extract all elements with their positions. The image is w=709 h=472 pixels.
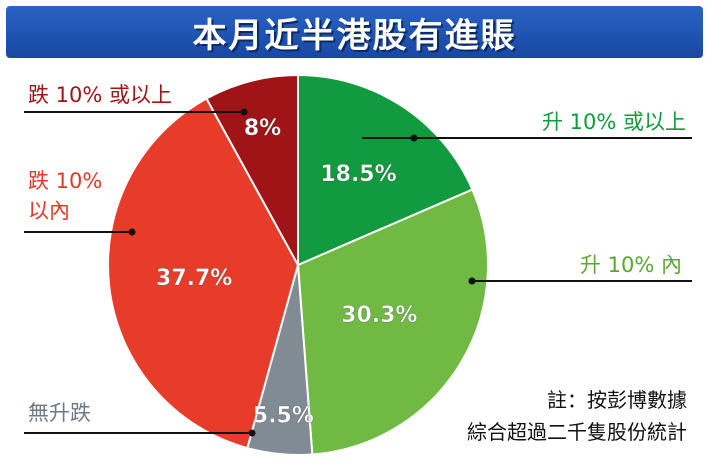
leader-dot <box>128 228 136 236</box>
title-bar: 本月近半港股有進賬 <box>6 6 703 58</box>
chart-title: 本月近半港股有進賬 <box>192 15 517 56</box>
leader-dot <box>410 134 418 142</box>
slice-category-label: 升 10% 或以上 <box>542 110 686 134</box>
pie-slice <box>205 73 299 266</box>
leader-lines <box>24 108 692 437</box>
slice-percent-label: 8% <box>244 116 281 141</box>
slice-percent-label: 30.3% <box>341 303 417 328</box>
slice-category-label: 跌 10% 或以上 <box>28 83 172 107</box>
pie-slices <box>107 73 489 456</box>
leader-dot <box>468 277 476 285</box>
slice-category-label: 升 10% 內 <box>580 253 682 277</box>
percent-labels: 18.5% 30.3% 5.5% 37.7% 8% <box>156 116 418 429</box>
source-note-line2: 綜合超過二千隻股份統計 <box>467 420 687 444</box>
pie-slice <box>296 188 489 456</box>
pie-slice <box>297 73 474 267</box>
slice-category-label: 跌 10%以內 <box>28 169 102 223</box>
pie-slice <box>107 97 300 450</box>
slice-percent-label: 5.5% <box>253 403 314 428</box>
leader-dot <box>240 108 248 116</box>
slice-category-label: 無升跌 <box>28 401 91 425</box>
leader-dot <box>248 429 256 437</box>
slice-percent-label: 37.7% <box>156 266 232 291</box>
slice-percent-label: 18.5% <box>320 162 396 187</box>
source-note-line1: 註：按彭博數據 <box>547 388 687 412</box>
